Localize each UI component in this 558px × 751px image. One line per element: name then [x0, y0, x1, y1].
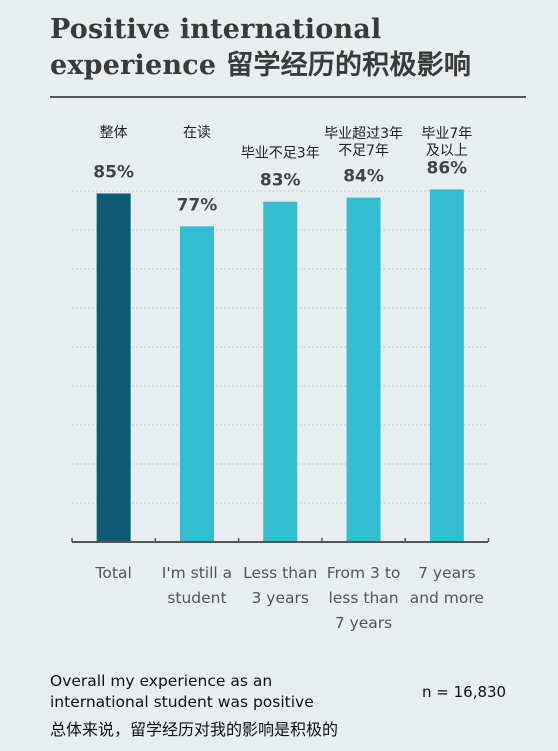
category-label-zh-4: 不足7年: [338, 143, 389, 159]
category-label-zh-2: 在读: [183, 124, 211, 141]
chart-title: Positive international experience 留学经历的积极…: [50, 12, 540, 84]
sample-size: n = 16,830: [422, 683, 507, 701]
category-label-en-4: 7 years: [335, 614, 392, 632]
category-label-en-3: Less than: [243, 564, 317, 582]
data-label-3: 83%: [260, 171, 301, 191]
category-label-zh-5: 及以上: [426, 143, 468, 159]
data-label-4: 84%: [343, 167, 384, 187]
data-label-2: 77%: [177, 195, 218, 215]
category-label-en-4: less than: [328, 589, 398, 607]
category-label-en-5: 7 years: [418, 564, 475, 582]
category-label-zh-1: 整体: [100, 125, 128, 141]
category-label-en-2: student: [167, 589, 226, 607]
data-label-1: 85%: [93, 163, 134, 183]
category-label-en-2: I'm still a: [162, 564, 232, 582]
category-label-en-3: 3 years: [252, 589, 309, 607]
bar-5: [429, 189, 464, 542]
bar-2: [179, 226, 214, 543]
bar-1: [96, 193, 131, 542]
title-line-2: experience 留学经历的积极影响: [50, 48, 540, 84]
category-label-en-4: From 3 to: [327, 564, 401, 582]
category-label-zh-5: 毕业7年: [421, 126, 472, 142]
data-label-5: 86%: [426, 158, 467, 178]
category-label-en-5: and more: [410, 589, 484, 607]
footer-description-chinese: 总体来说，留学经历对我的影响是积极的: [50, 720, 339, 739]
category-label-zh-3: 毕业不足3年: [241, 146, 320, 162]
title-divider: [50, 96, 526, 98]
bar-chart: 85% 整体 Total 77% 在读 I'm still a student 83% 毕业不足…: [71, 124, 490, 632]
footer-description-english: Overall my experience as an internationa…: [50, 672, 314, 711]
title-english-line-2: experience: [50, 50, 217, 81]
bar-3: [263, 201, 298, 542]
bar-4: [346, 197, 381, 542]
title-chinese: 留学经历的积极影响: [226, 50, 472, 81]
title-english-line-1: Positive international: [50, 14, 382, 45]
category-label-en-1: Total: [95, 564, 132, 582]
category-label-zh-4: 毕业超过3年: [324, 126, 403, 142]
